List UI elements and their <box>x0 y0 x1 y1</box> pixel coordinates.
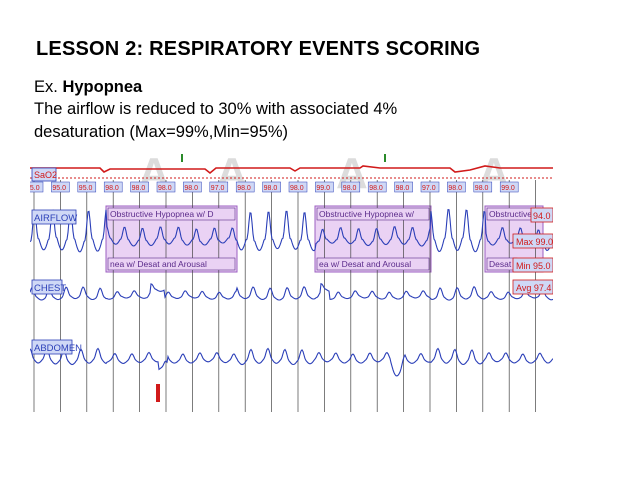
stat-box-min <box>512 257 553 273</box>
event-3-top-label: Obstructive Hyp <box>489 209 550 219</box>
spo2-value-box <box>235 181 255 193</box>
spo2-value-box <box>262 181 281 193</box>
spo2-value: 98.0 <box>343 185 357 192</box>
example-prefix: Ex. <box>34 78 58 96</box>
stat-avg: Avg 97.4 <box>516 283 551 293</box>
example-line: Ex. Hypopnea <box>34 78 142 97</box>
spo2-layer <box>30 154 553 179</box>
spo2-value-box <box>103 181 123 193</box>
spo2-value-box <box>183 181 202 193</box>
event-2-bottom-label: ea w/ Desat and Arousal <box>319 259 411 269</box>
event-label-box-1-bottom <box>107 257 236 271</box>
spo2-value: 95.0 <box>30 185 40 192</box>
event-3-bottom-label: Desat an <box>489 259 523 269</box>
spo2-value: 98.0 <box>132 185 146 192</box>
channel-labels: SaO2 AIRFLOW CHEST ABDOMEN <box>31 167 82 355</box>
example-name: Hypopnea <box>62 78 143 96</box>
spo2-value-box <box>473 181 493 193</box>
spo2-value-box <box>209 181 229 193</box>
channel-label-abdomen: ABDOMEN <box>34 343 82 354</box>
traces <box>30 208 553 377</box>
spo2-value: 98.0 <box>448 185 462 192</box>
chest-trace <box>30 282 553 301</box>
spo2-value: 98.0 <box>369 185 383 192</box>
spo2-value-box <box>394 181 413 193</box>
stat-current: 94.0 <box>533 211 551 221</box>
spo2-value-box <box>447 181 466 193</box>
description-line-1: The airflow is reduced to 30% with assoc… <box>34 100 398 118</box>
stat-box-max <box>512 233 553 249</box>
channel-label-box-sao2 <box>31 167 57 182</box>
psg-recording: A A A A 95.095.095.098.098.098.098.097.0… <box>30 154 553 412</box>
channel-label-box-chest <box>31 279 63 295</box>
event-marker <box>156 384 160 402</box>
channel-label-sao2: SaO2 <box>34 170 57 180</box>
spo2-value-box <box>130 181 149 193</box>
channel-label-box-airflow <box>31 209 77 225</box>
spo2-value-box <box>156 181 176 193</box>
stat-box-avg <box>512 279 553 295</box>
event-label-box-1-top <box>107 207 236 221</box>
spo2-value-box <box>77 181 97 193</box>
airflow-trace <box>30 208 553 253</box>
stat-min: Min 95.0 <box>516 261 551 271</box>
event-labels: Obstructive Hypopnea w/ D nea w/ Desat a… <box>107 207 550 271</box>
spo2-value-box <box>51 181 70 193</box>
spo2-value-box <box>499 181 519 193</box>
spo2-value-box <box>420 181 440 193</box>
spo2-value: 95.0 <box>52 185 66 192</box>
spo2-value: 98.0 <box>158 185 172 192</box>
abdomen-trace <box>30 347 553 377</box>
event-label-box-2-bottom <box>316 257 430 271</box>
stat-box-current <box>530 207 553 223</box>
spo2-value: 99.0 <box>501 185 515 192</box>
spo2-trace <box>30 165 553 175</box>
spo2-value: 97.0 <box>211 185 225 192</box>
spo2-value: 98.0 <box>396 185 410 192</box>
channel-label-airflow: AIRFLOW <box>34 213 77 224</box>
spo2-values: 95.0 95.0 95.0 98.0 98.0 98.0 98.0 97.0 98.0 98.0… <box>30 181 519 193</box>
spo2-value-box <box>341 181 361 193</box>
channel-label-box-abdomen <box>31 339 73 355</box>
stat-max: Max 99.0 <box>516 237 553 247</box>
spo2-value-box <box>288 181 308 193</box>
spo2-value: 98.0 <box>264 185 278 192</box>
spo2-value: 98.0 <box>184 185 198 192</box>
spo2-value: 98.0 <box>475 185 489 192</box>
spo2-value: 98.0 <box>290 185 304 192</box>
spo2-value-box <box>367 181 387 193</box>
channel-label-chest: CHEST <box>34 283 66 294</box>
spo2-value-box <box>315 181 334 193</box>
spo2-value: 95.0 <box>79 185 93 192</box>
event-1-bottom-label: nea w/ Desat and Arousal <box>110 259 207 269</box>
spo2-value-box <box>30 181 44 193</box>
event-1-top-label: Obstructive Hypopnea w/ D <box>110 209 213 219</box>
spo2-stats: 94.0 Max 99.0 Min 95.0 Avg 97.4 <box>512 207 553 295</box>
event-label-box-2-top <box>316 207 430 221</box>
spo2-value: 97.0 <box>422 185 436 192</box>
spo2-value: 99.0 <box>316 185 330 192</box>
slide-title: LESSON 2: RESPIRATORY EVENTS SCORING <box>36 38 481 60</box>
event-2-top-label: Obstructive Hypopnea w/ <box>319 209 415 219</box>
spo2-value: 98.0 <box>105 185 119 192</box>
spo2-value: 98.0 <box>237 185 251 192</box>
description-line-2: desaturation (Max=99%,Min=95%) <box>34 123 289 141</box>
